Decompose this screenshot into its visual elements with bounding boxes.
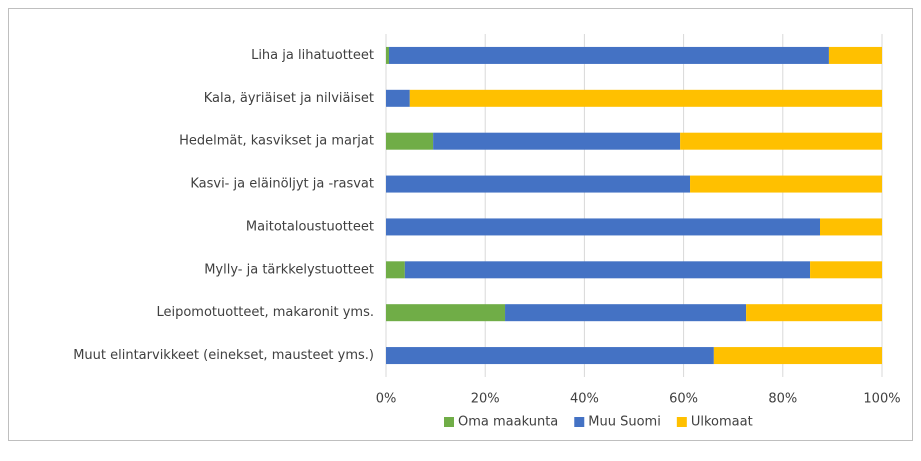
- bar-segment: [713, 347, 882, 365]
- y-tick-label: Kala, äyriäiset ja nilviäiset: [204, 91, 374, 106]
- bar-segment: [690, 175, 882, 193]
- x-tick-label: 20%: [471, 392, 500, 407]
- bar-segment: [386, 132, 434, 150]
- bar-segment: [386, 261, 405, 279]
- x-tick-label: 0%: [376, 392, 397, 407]
- bar-segment: [386, 175, 691, 193]
- y-tick-label: Kasvi- ja eläinöljyt ja -rasvat: [190, 177, 374, 192]
- legend-swatch: [676, 417, 687, 427]
- legend-swatch: [444, 417, 454, 427]
- bar-segment: [505, 304, 747, 322]
- bar-segment: [386, 46, 389, 64]
- bar-segment: [386, 347, 714, 365]
- bar-segment: [386, 218, 820, 236]
- bar-segment: [404, 261, 811, 279]
- x-tick-label: 100%: [863, 392, 900, 407]
- y-tick-label: Hedelmät, kasvikset ja marjat: [179, 134, 374, 149]
- legend-label: Ulkomaat: [691, 415, 753, 430]
- y-tick-label: Mylly- ja tärkkelystuotteet: [204, 262, 374, 277]
- bar-segment: [828, 46, 882, 64]
- y-tick-label: Muut elintarvikkeet (einekset, mausteet …: [73, 348, 374, 363]
- legend-swatch: [574, 417, 585, 427]
- bar-segment: [680, 132, 882, 150]
- bar-segment: [386, 89, 410, 107]
- legend-label: Muu Suomi: [588, 415, 661, 430]
- x-tick-label: 40%: [570, 392, 599, 407]
- x-tick-label: 60%: [669, 392, 698, 407]
- y-tick-label: Liha ja lihatuotteet: [251, 48, 374, 63]
- bar-segment: [409, 89, 882, 107]
- y-tick-label: Maitotaloustuotteet: [246, 219, 374, 234]
- bar-segment: [388, 46, 829, 64]
- bar-segment: [433, 132, 681, 150]
- bar-segment: [746, 304, 882, 322]
- bar-segment: [810, 261, 882, 279]
- y-tick-label: Leipomotuotteet, makaronit yms.: [156, 305, 374, 320]
- legend-label: Oma maakunta: [458, 415, 558, 430]
- bar-segment: [820, 218, 882, 236]
- bar-segment: [386, 304, 506, 322]
- x-tick-label: 80%: [768, 392, 797, 407]
